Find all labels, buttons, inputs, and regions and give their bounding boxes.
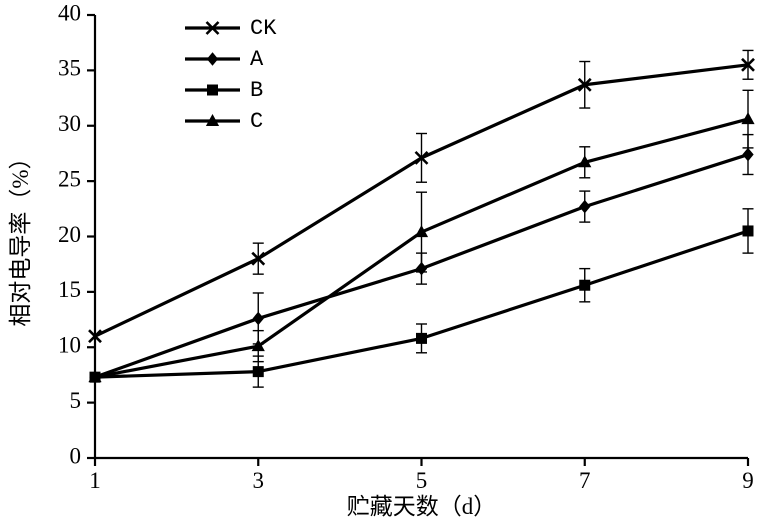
series-marker-A [417, 263, 427, 275]
line-chart: 051015202530354013579贮藏天数（d）相对电导率（%）CKAB… [0, 0, 773, 528]
legend: CK ABC [185, 16, 277, 134]
y-tick-label: 20 [58, 222, 81, 247]
x-tick-label: 1 [89, 468, 101, 493]
series-marker-B [743, 226, 753, 236]
legend-label-B: B [250, 78, 263, 103]
y-tick-label: 0 [70, 443, 82, 468]
x-tick-label: 3 [253, 468, 265, 493]
legend-label-CK: CK [250, 16, 277, 41]
chart-svg: 051015202530354013579贮藏天数（d）相对电导率（%）CKAB… [0, 0, 773, 528]
series-marker-A [253, 312, 263, 324]
y-tick-label: 40 [58, 0, 81, 25]
series-marker-B [580, 280, 590, 290]
y-tick-label: 25 [58, 166, 81, 191]
x-tick-label: 7 [579, 468, 591, 493]
x-tick-label: 5 [416, 468, 428, 493]
y-tick-label: 15 [58, 277, 81, 302]
y-axis-label: 相对电导率（%） [8, 146, 33, 326]
y-tick-label: 10 [58, 333, 81, 358]
legend-label-A: A [250, 47, 264, 72]
series-marker-A [743, 149, 753, 161]
x-axis-label: 贮藏天数（d） [347, 494, 497, 519]
x-tick-label: 9 [742, 468, 754, 493]
series-marker-B [417, 333, 427, 343]
legend-label-C: C [250, 109, 263, 134]
y-tick-label: 35 [58, 56, 81, 81]
y-tick-label: 30 [58, 111, 81, 136]
series-marker-B [253, 367, 263, 377]
series-marker-A [580, 201, 590, 213]
y-tick-label: 5 [70, 388, 82, 413]
series-marker-C [742, 113, 754, 124]
